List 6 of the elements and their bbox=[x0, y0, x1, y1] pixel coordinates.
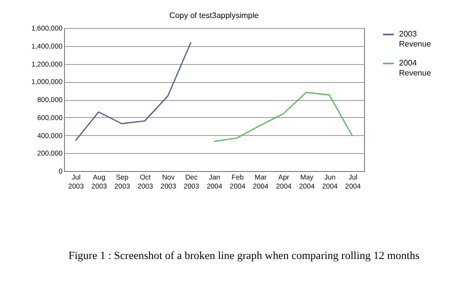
legend-label: 2003 Revenue bbox=[399, 30, 432, 48]
caption: Figure 1 : Screenshot of a broken line graph when comparing rolling 12 months bbox=[68, 250, 420, 262]
line-series bbox=[74, 42, 192, 142]
line-series bbox=[213, 92, 354, 142]
legend-label: 2004 Revenue bbox=[399, 58, 432, 78]
chart-title: Copy of test3applysimple bbox=[169, 11, 260, 20]
